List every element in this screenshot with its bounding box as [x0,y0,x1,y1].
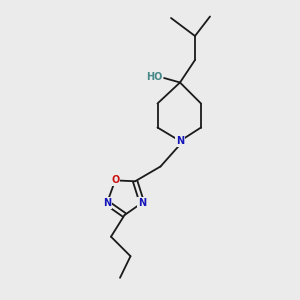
Text: HO: HO [146,71,163,82]
Text: N: N [176,136,184,146]
Text: N: N [138,198,146,208]
Text: N: N [103,198,111,208]
Text: O: O [111,176,119,185]
